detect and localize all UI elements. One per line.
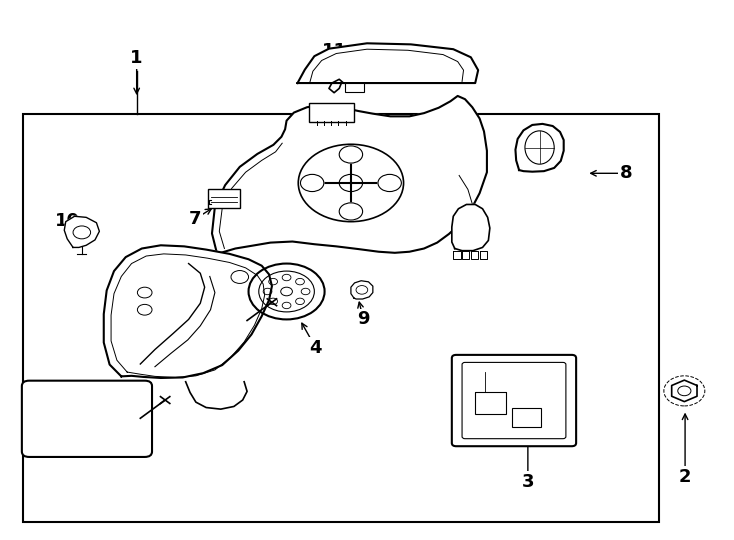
Circle shape xyxy=(298,144,404,221)
Text: 10: 10 xyxy=(55,212,80,230)
Circle shape xyxy=(339,146,363,163)
Polygon shape xyxy=(103,245,272,378)
Polygon shape xyxy=(65,217,99,247)
Bar xyxy=(345,83,364,92)
FancyBboxPatch shape xyxy=(462,362,566,438)
Text: 6: 6 xyxy=(41,423,54,441)
Circle shape xyxy=(378,174,401,192)
Text: 1: 1 xyxy=(131,49,143,67)
Polygon shape xyxy=(452,205,490,251)
FancyBboxPatch shape xyxy=(208,190,240,208)
Text: 9: 9 xyxy=(357,310,370,328)
Text: 4: 4 xyxy=(310,339,322,357)
FancyBboxPatch shape xyxy=(22,381,152,457)
Polygon shape xyxy=(672,380,697,402)
Polygon shape xyxy=(297,43,478,83)
Circle shape xyxy=(300,174,324,192)
Circle shape xyxy=(339,203,363,220)
Bar xyxy=(23,114,659,523)
Polygon shape xyxy=(515,124,564,172)
Polygon shape xyxy=(212,96,487,254)
FancyBboxPatch shape xyxy=(452,355,576,446)
Text: 7: 7 xyxy=(189,210,201,228)
Text: 2: 2 xyxy=(679,468,691,486)
Circle shape xyxy=(664,376,705,406)
Bar xyxy=(475,393,506,414)
Text: 3: 3 xyxy=(522,473,534,491)
Bar xyxy=(512,408,541,427)
Text: 8: 8 xyxy=(620,164,633,183)
Circle shape xyxy=(249,264,324,320)
Text: 11: 11 xyxy=(321,42,346,60)
Polygon shape xyxy=(351,281,373,299)
FancyBboxPatch shape xyxy=(308,104,354,122)
Text: 5: 5 xyxy=(211,296,223,314)
